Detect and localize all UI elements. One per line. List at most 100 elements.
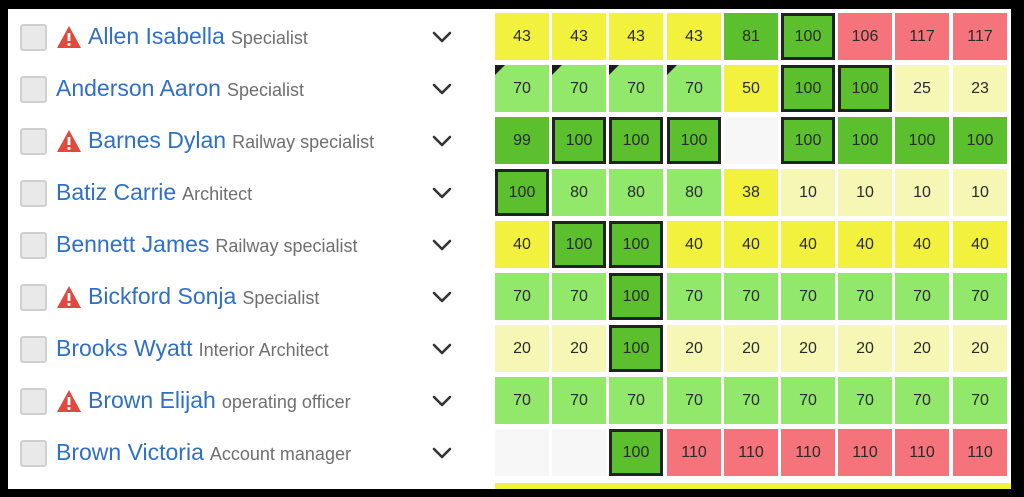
allocation-cell[interactable]: 100	[781, 117, 835, 164]
allocation-cell[interactable]: 70	[667, 65, 721, 112]
chevron-down-icon[interactable]	[431, 134, 453, 148]
allocation-cell[interactable]: 110	[667, 429, 721, 476]
chevron-down-icon[interactable]	[431, 446, 453, 460]
allocation-cell[interactable]: 20	[953, 325, 1007, 372]
allocation-cell[interactable]: 70	[495, 377, 549, 424]
allocation-cell[interactable]: 70	[895, 273, 949, 320]
allocation-cell[interactable]: 100	[609, 429, 663, 476]
allocation-cell[interactable]: 99	[495, 117, 549, 164]
allocation-cell[interactable]: 106	[838, 13, 892, 60]
chevron-down-icon[interactable]	[431, 290, 453, 304]
allocation-cell[interactable]: 100	[609, 221, 663, 268]
allocation-cell[interactable]: 40	[667, 221, 721, 268]
chevron-down-icon[interactable]	[431, 186, 453, 200]
allocation-cell[interactable]: 100	[781, 13, 835, 60]
allocation-cell[interactable]: 100	[838, 117, 892, 164]
allocation-cell[interactable]: 20	[895, 325, 949, 372]
allocation-cell[interactable]: 100	[552, 117, 606, 164]
allocation-cell[interactable]	[495, 429, 549, 476]
allocation-cell[interactable]: 20	[838, 325, 892, 372]
allocation-cell[interactable]: 70	[667, 377, 721, 424]
allocation-cell[interactable]: 43	[552, 13, 606, 60]
allocation-cell[interactable]: 43	[667, 13, 721, 60]
row-select-checkbox[interactable]	[20, 23, 47, 51]
allocation-cell[interactable]: 10	[895, 169, 949, 216]
allocation-cell[interactable]: 20	[552, 325, 606, 372]
allocation-cell[interactable]: 20	[781, 325, 835, 372]
row-select-checkbox[interactable]	[20, 75, 47, 103]
allocation-cell[interactable]: 100	[953, 117, 1007, 164]
allocation-cell[interactable]: 70	[552, 377, 606, 424]
employee-name[interactable]: Bickford Sonja Specialist	[88, 283, 319, 310]
allocation-cell[interactable]: 117	[895, 13, 949, 60]
row-select-checkbox[interactable]	[20, 283, 47, 311]
allocation-cell[interactable]: 43	[495, 13, 549, 60]
allocation-cell[interactable]: 25	[895, 65, 949, 112]
row-select-checkbox[interactable]	[20, 179, 47, 207]
allocation-cell[interactable]: 40	[838, 221, 892, 268]
chevron-down-icon[interactable]	[431, 82, 453, 96]
allocation-cell[interactable]: 40	[495, 221, 549, 268]
allocation-cell[interactable]: 110	[895, 429, 949, 476]
allocation-cell[interactable]: 100	[609, 325, 663, 372]
allocation-cell[interactable]: 70	[495, 273, 549, 320]
allocation-cell[interactable]: 40	[895, 221, 949, 268]
allocation-cell[interactable]: 70	[609, 377, 663, 424]
allocation-cell[interactable]	[552, 429, 606, 476]
allocation-cell[interactable]: 70	[495, 65, 549, 112]
allocation-cell[interactable]: 100	[609, 117, 663, 164]
chevron-down-icon[interactable]	[431, 394, 453, 408]
employee-name[interactable]: Batiz Carrie Architect	[56, 179, 252, 206]
chevron-down-icon[interactable]	[431, 238, 453, 252]
allocation-cell[interactable]: 70	[953, 377, 1007, 424]
allocation-cell[interactable]: 70	[781, 273, 835, 320]
allocation-cell[interactable]: 38	[724, 169, 778, 216]
allocation-cell[interactable]: 70	[724, 273, 778, 320]
allocation-cell[interactable]: 70	[724, 377, 778, 424]
allocation-cell[interactable]: 70	[552, 65, 606, 112]
allocation-cell[interactable]: 80	[667, 169, 721, 216]
allocation-cell[interactable]: 100	[609, 273, 663, 320]
allocation-cell[interactable]: 23	[953, 65, 1007, 112]
row-select-checkbox[interactable]	[20, 127, 47, 155]
allocation-cell[interactable]: 100	[838, 65, 892, 112]
allocation-cell[interactable]: 70	[953, 273, 1007, 320]
allocation-cell[interactable]: 20	[724, 325, 778, 372]
allocation-cell[interactable]: 110	[781, 429, 835, 476]
allocation-cell[interactable]: 10	[781, 169, 835, 216]
allocation-cell[interactable]: 10	[838, 169, 892, 216]
allocation-cell[interactable]: 110	[838, 429, 892, 476]
allocation-cell[interactable]	[724, 117, 778, 164]
allocation-cell[interactable]: 70	[552, 273, 606, 320]
allocation-cell[interactable]: 70	[838, 273, 892, 320]
allocation-cell[interactable]: 100	[895, 117, 949, 164]
row-select-checkbox[interactable]	[20, 335, 47, 363]
chevron-down-icon[interactable]	[431, 342, 453, 356]
allocation-cell[interactable]: 70	[667, 273, 721, 320]
allocation-cell[interactable]: 70	[609, 65, 663, 112]
allocation-cell[interactable]: 70	[781, 377, 835, 424]
allocation-cell[interactable]: 117	[953, 13, 1007, 60]
employee-name[interactable]: Bennett James Railway specialist	[56, 231, 357, 258]
row-select-checkbox[interactable]	[20, 231, 47, 259]
chevron-down-icon[interactable]	[431, 30, 453, 44]
allocation-cell[interactable]: 100	[667, 117, 721, 164]
employee-name[interactable]: Anderson Aaron Specialist	[56, 75, 304, 102]
allocation-cell[interactable]: 100	[495, 169, 549, 216]
allocation-cell[interactable]: 70	[895, 377, 949, 424]
allocation-cell[interactable]: 70	[838, 377, 892, 424]
allocation-cell[interactable]: 50	[724, 65, 778, 112]
allocation-cell[interactable]: 40	[781, 221, 835, 268]
employee-name[interactable]: Brown Elijah operating officer	[88, 387, 351, 414]
row-select-checkbox[interactable]	[20, 439, 47, 467]
allocation-cell[interactable]: 43	[609, 13, 663, 60]
allocation-cell[interactable]: 10	[953, 169, 1007, 216]
allocation-cell[interactable]: 20	[495, 325, 549, 372]
allocation-cell[interactable]: 110	[724, 429, 778, 476]
employee-name[interactable]: Brooks Wyatt Interior Architect	[56, 335, 329, 362]
row-select-checkbox[interactable]	[20, 387, 47, 415]
allocation-cell[interactable]: 100	[781, 65, 835, 112]
allocation-cell[interactable]: 20	[667, 325, 721, 372]
allocation-cell[interactable]: 100	[552, 221, 606, 268]
employee-name[interactable]: Barnes Dylan Railway specialist	[88, 127, 374, 154]
